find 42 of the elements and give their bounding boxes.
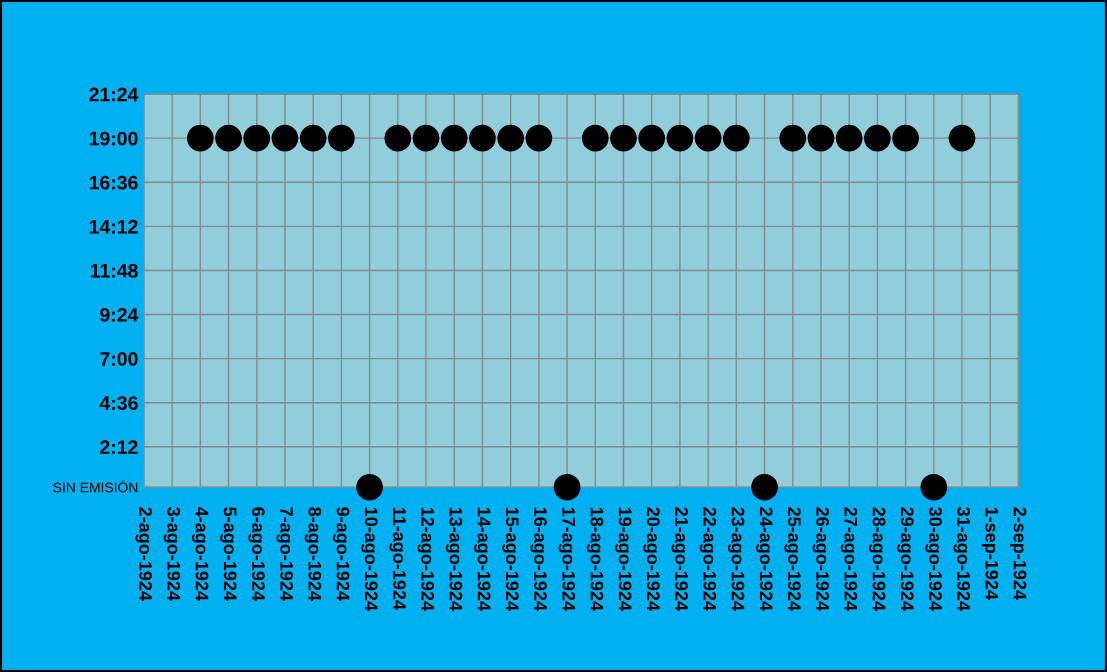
x-tick-label: 2-ago-1924 bbox=[135, 507, 152, 601]
x-tick-label: 23-ago-1924 bbox=[727, 507, 745, 611]
x-tick-label: 31-ago-1924 bbox=[953, 507, 971, 611]
y-tick-label: 14:12 bbox=[89, 219, 138, 234]
y-tick-label: 4:36 bbox=[99, 396, 138, 410]
x-tick-label: 22-ago-1924 bbox=[699, 507, 717, 611]
x-tick-label: 16-ago-1924 bbox=[530, 507, 547, 611]
x-tick-label: 11-ago-1924 bbox=[389, 507, 406, 610]
y-tick-label: 16:36 bbox=[89, 175, 138, 190]
x-tick-label: 27-ago-1924 bbox=[840, 507, 858, 611]
x-tick-label: 20-ago-1924 bbox=[643, 507, 660, 611]
x-tick-label: 7-ago-1924 bbox=[276, 507, 293, 601]
x-tick-label: 14-ago-1924 bbox=[474, 507, 491, 611]
x-tick-label: 19-ago-1924 bbox=[615, 507, 632, 611]
y-tick-label: 11:48 bbox=[90, 263, 138, 278]
x-tick-label: 21-ago-1924 bbox=[671, 507, 688, 611]
y-tick-label: 7:00 bbox=[100, 352, 138, 366]
x-tick-label: 6-ago-1924 bbox=[248, 507, 265, 601]
x-tick-label: 5-ago-1924 bbox=[220, 507, 237, 601]
x-tick-label: 25-ago-1924 bbox=[784, 507, 801, 611]
x-tick-label: 28-ago-1924 bbox=[868, 507, 886, 611]
y-tick-label: 21:24 bbox=[89, 87, 139, 102]
y-tick-label: SIN EMISIÓN bbox=[53, 480, 138, 493]
x-tick-label: 10-ago-1924 bbox=[361, 507, 378, 611]
x-tick-label: 4-ago-1924 bbox=[191, 506, 209, 601]
x-tick-label: 2-sep-1924 bbox=[1010, 507, 1027, 600]
x-tick-label: 26-ago-1924 bbox=[812, 507, 829, 611]
y-tick-label: 9:24 bbox=[100, 307, 139, 322]
x-tick-label: 12-ago-1924 bbox=[417, 507, 435, 611]
x-tick-label: 1-sep-1924 bbox=[981, 507, 999, 600]
x-tick-label: 18-ago-1924 bbox=[586, 507, 604, 611]
x-tick-label: 29-ago-1924 bbox=[897, 507, 914, 611]
x-tick-label: 24-ago-1924 bbox=[756, 507, 773, 611]
x-tick-label: 15-ago-1924 bbox=[502, 507, 519, 611]
y-tick-label: 19:00 bbox=[89, 131, 138, 146]
x-tick-label: 17-ago-1924 bbox=[558, 507, 576, 611]
x-tick-label: 8-ago-1924 bbox=[304, 507, 322, 601]
y-tick-label: 2:12 bbox=[100, 440, 138, 454]
x-tick-label: 9-ago-1924 bbox=[332, 507, 350, 601]
x-tick-label: 13-ago-1924 bbox=[445, 507, 463, 611]
x-tick-label: 30-ago-1924 bbox=[925, 507, 942, 611]
x-tick-label: 3-ago-1924 bbox=[163, 507, 181, 601]
